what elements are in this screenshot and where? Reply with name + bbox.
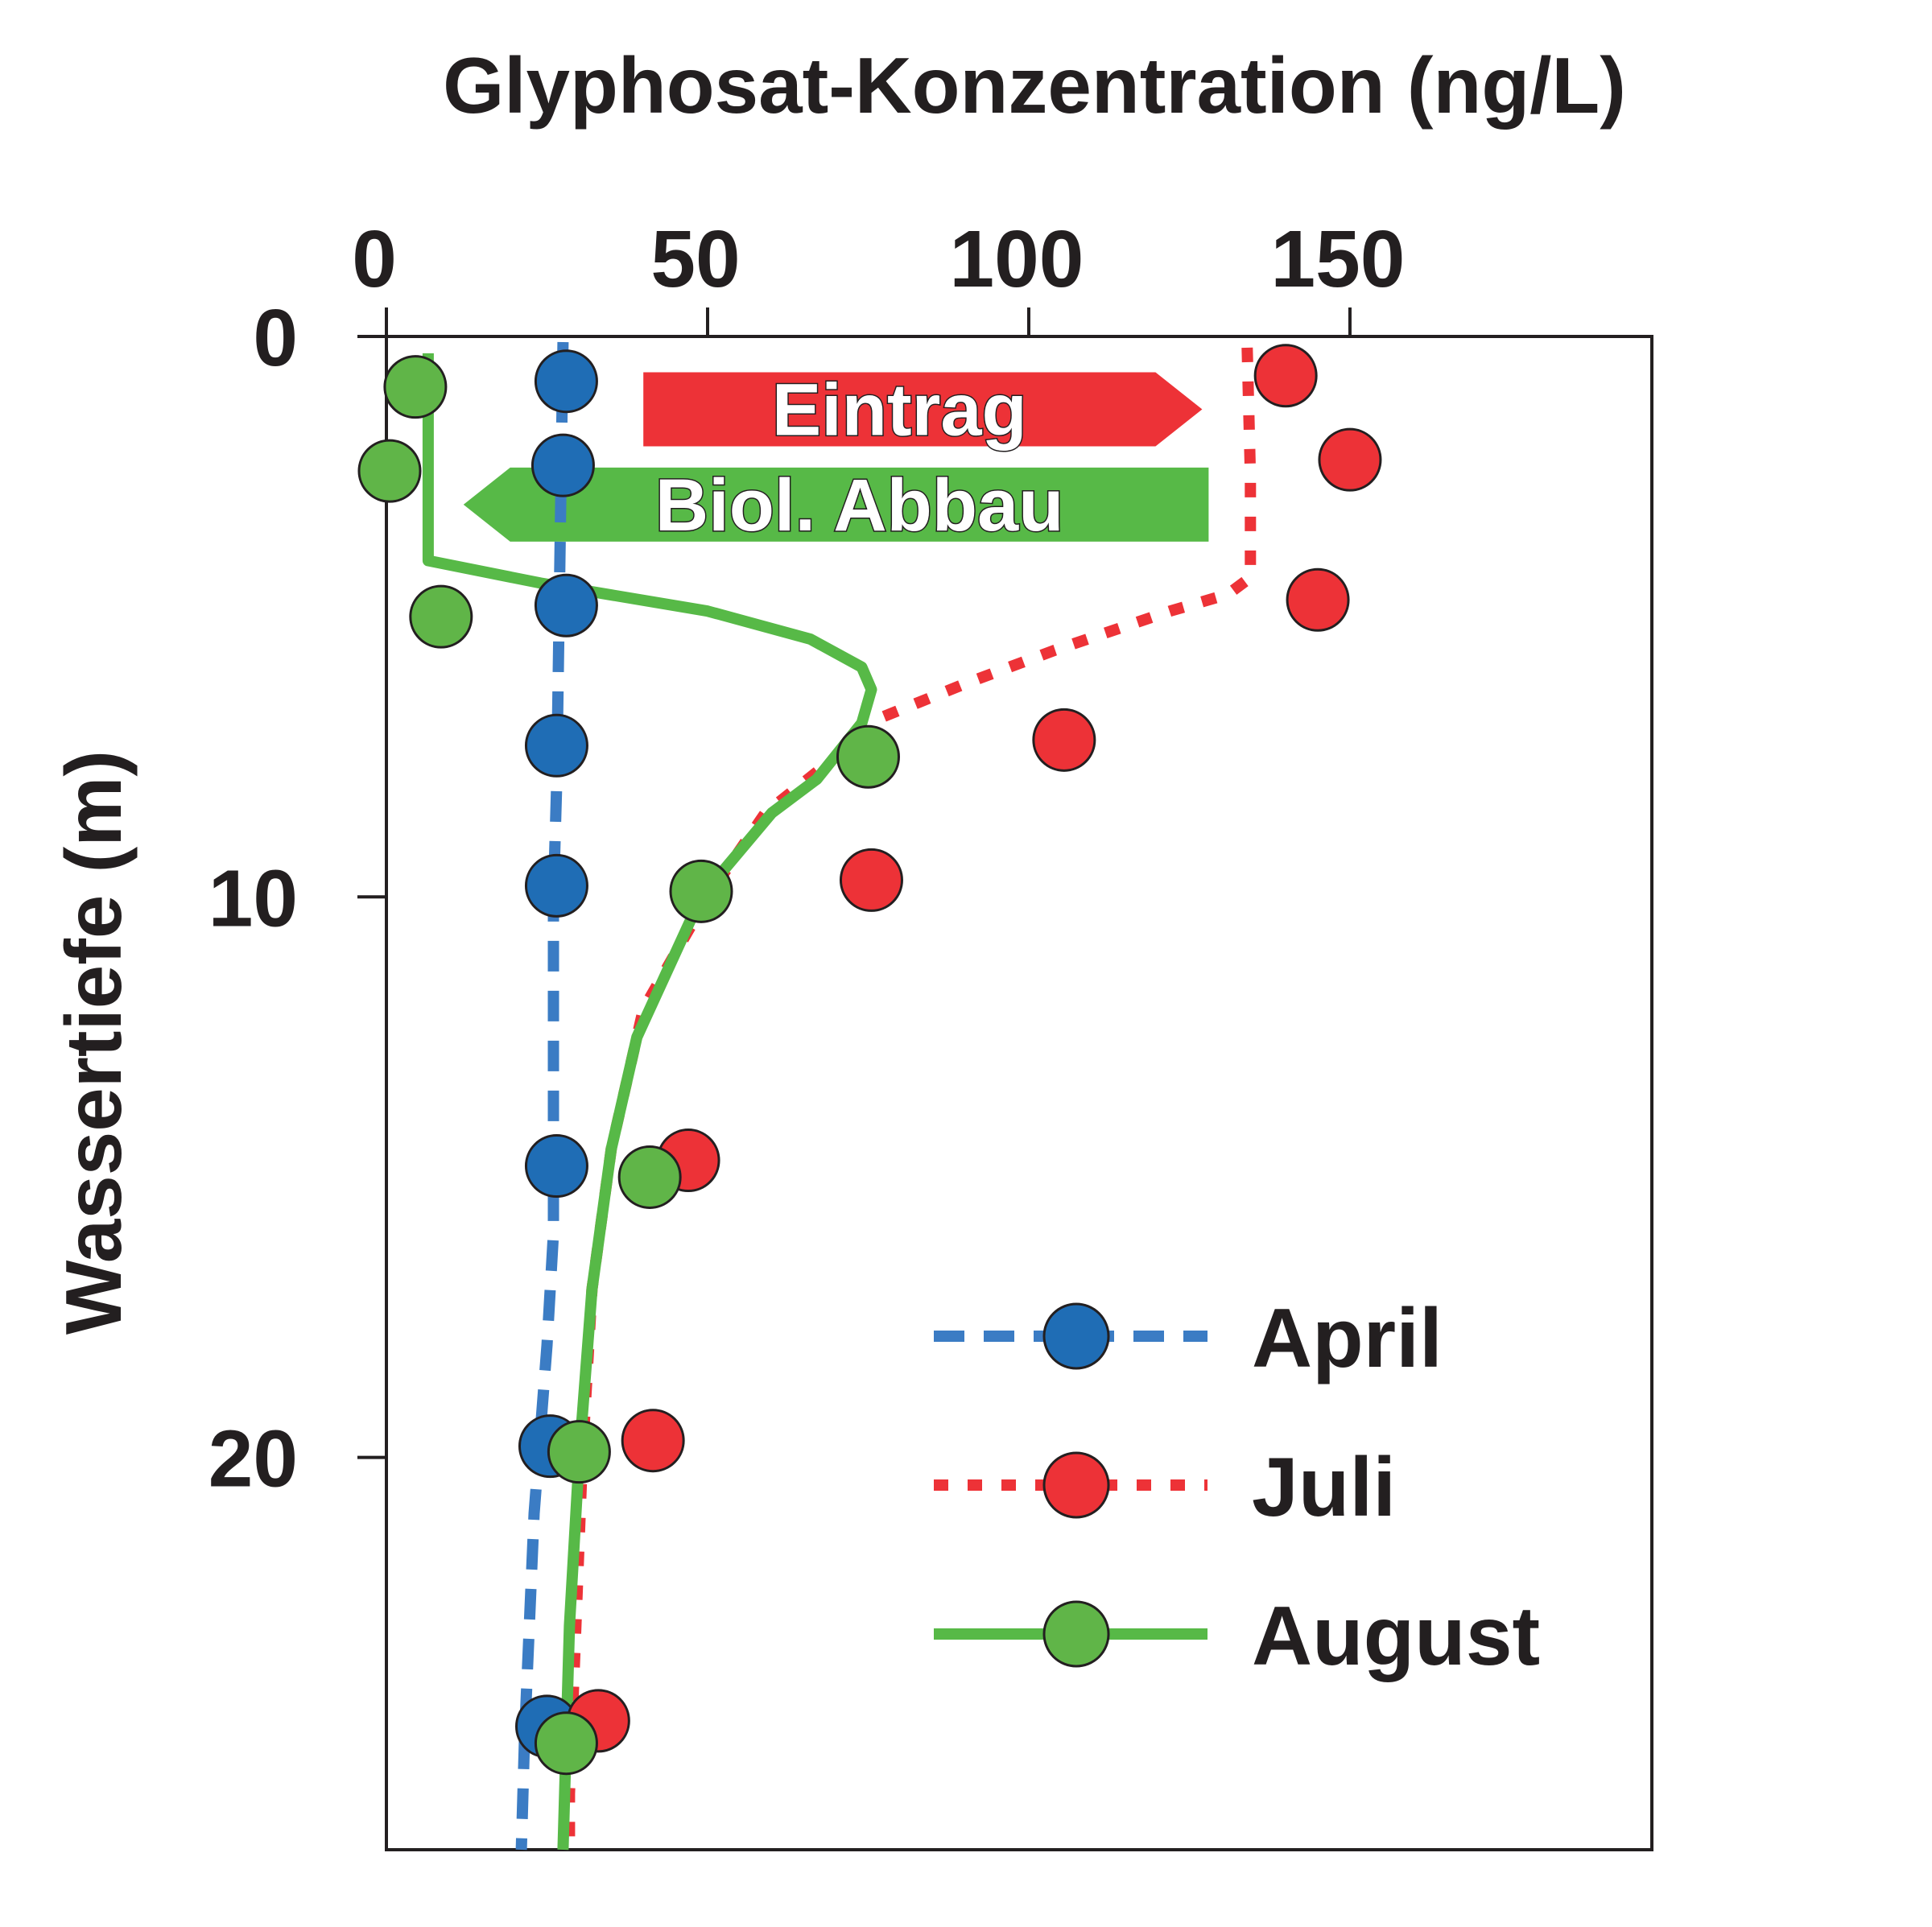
data-point-april bbox=[524, 713, 588, 778]
data-point-april bbox=[534, 349, 598, 414]
tick-layer: 0 50 100 150 0 10 20 bbox=[208, 214, 1406, 1504]
annotation-banner-layer: Eintrag Biol. Abbau bbox=[463, 368, 1209, 547]
data-point-august bbox=[357, 439, 422, 503]
data-point-august bbox=[409, 584, 473, 649]
annotation-arrow-eintrag bbox=[643, 372, 1203, 447]
series-line-april bbox=[515, 341, 569, 1851]
data-point-juli bbox=[1032, 708, 1096, 772]
annotation-label: Biol. Abbau bbox=[655, 464, 1064, 547]
y-axis-title: Wassertiefe (m) bbox=[49, 750, 138, 1335]
series-line-juli bbox=[564, 347, 1257, 1850]
data-point-juli bbox=[1253, 344, 1318, 408]
y-tick-label: 10 bbox=[208, 853, 298, 943]
data-point-juli bbox=[621, 1409, 685, 1473]
legend-label-august: August bbox=[1252, 1590, 1540, 1683]
x-tick-label: 0 bbox=[352, 214, 397, 304]
data-point-juli bbox=[1286, 567, 1350, 632]
x-tick-label: 50 bbox=[650, 214, 740, 304]
data-point-juli bbox=[1318, 427, 1382, 492]
series-line-august bbox=[422, 353, 877, 1851]
x-tick-label: 100 bbox=[950, 214, 1084, 304]
data-point-april bbox=[534, 573, 598, 638]
x-axis-title: Glyphosat-Konzentration (ng/L) bbox=[443, 41, 1626, 130]
y-tick-label: 20 bbox=[208, 1414, 298, 1504]
legend-marker-april bbox=[1042, 1302, 1110, 1370]
data-point-april bbox=[530, 433, 595, 497]
legend-label-juli: Juli bbox=[1252, 1441, 1396, 1534]
series-point-layer bbox=[357, 344, 1382, 1776]
y-tick-label: 0 bbox=[253, 293, 298, 383]
legend: April Juli August bbox=[934, 1292, 1540, 1683]
data-point-august bbox=[547, 1420, 611, 1484]
series-line-layer bbox=[422, 341, 1257, 1851]
data-point-april bbox=[524, 853, 588, 918]
legend-marker-juli bbox=[1042, 1451, 1110, 1519]
data-point-august bbox=[669, 859, 733, 923]
plot-frame-layer bbox=[385, 335, 1653, 1851]
data-point-april bbox=[524, 1134, 588, 1199]
annotation-arrow-abbau bbox=[463, 467, 1209, 542]
data-point-juli bbox=[839, 848, 903, 912]
data-point-august bbox=[617, 1145, 682, 1209]
data-point-august bbox=[836, 724, 900, 789]
legend-label-april: April bbox=[1252, 1292, 1443, 1385]
legend-marker-august bbox=[1042, 1600, 1110, 1668]
x-tick-label: 150 bbox=[1271, 214, 1406, 304]
data-point-august bbox=[383, 355, 448, 419]
data-point-august bbox=[534, 1711, 598, 1776]
plot-frame bbox=[385, 335, 1653, 1851]
annotation-label: Eintrag bbox=[772, 369, 1027, 452]
